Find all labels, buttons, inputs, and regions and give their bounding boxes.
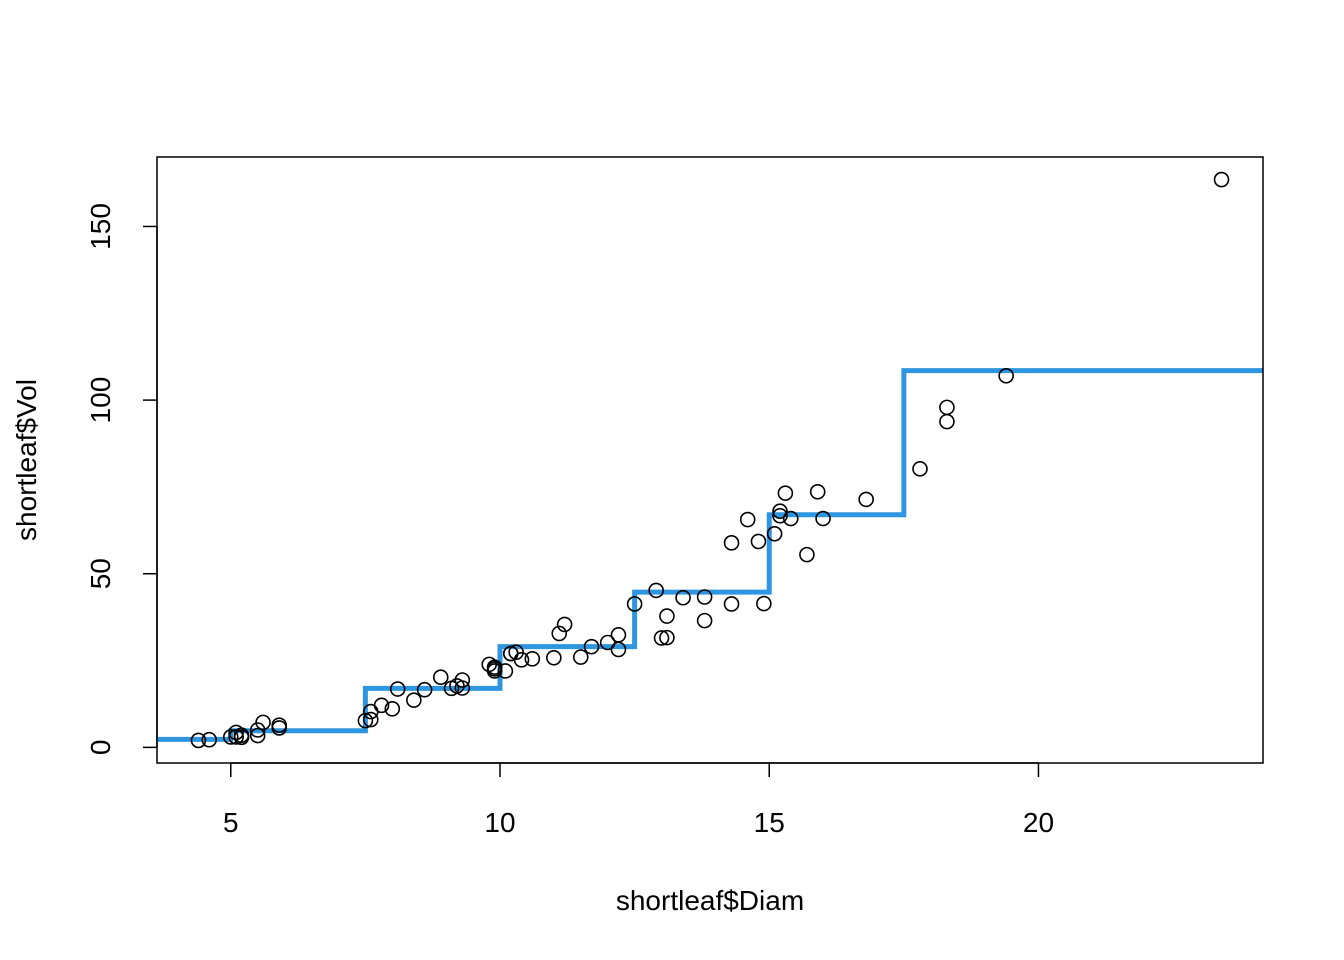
data-point	[815, 510, 831, 527]
y-tick-label: 150	[85, 203, 116, 250]
data-point	[416, 681, 433, 698]
data-point	[723, 596, 740, 612]
data-point	[696, 612, 713, 629]
data-point	[373, 697, 390, 714]
x-tick-label: 10	[484, 807, 515, 838]
data-point	[599, 634, 616, 651]
data-point	[1213, 171, 1230, 188]
data-point	[723, 535, 740, 551]
x-tick-label: 20	[1023, 807, 1054, 838]
data-point	[653, 630, 670, 646]
data-point	[513, 652, 530, 668]
data-points-layer	[190, 171, 1230, 749]
data-point	[659, 629, 675, 646]
data-point	[255, 714, 271, 731]
data-point	[524, 651, 541, 667]
y-axis-label: shortleaf$Vol	[11, 379, 42, 541]
data-point	[271, 720, 288, 736]
data-point	[766, 525, 783, 542]
data-point	[497, 663, 514, 679]
data-point	[190, 732, 207, 749]
data-point	[454, 672, 471, 688]
x-tick-label: 15	[754, 807, 785, 838]
data-point	[772, 507, 788, 524]
data-point	[939, 399, 955, 416]
data-point	[696, 589, 713, 605]
data-point	[406, 692, 422, 708]
data-point	[583, 638, 600, 655]
data-point	[389, 681, 406, 697]
data-point	[362, 711, 379, 728]
data-point	[777, 485, 794, 501]
data-point	[998, 367, 1014, 384]
data-point	[249, 727, 266, 744]
x-tick-label: 5	[223, 807, 239, 838]
data-point	[772, 503, 788, 520]
data-point	[809, 483, 826, 500]
data-point	[222, 729, 239, 745]
data-point	[799, 546, 815, 563]
data-point	[432, 669, 449, 686]
data-point	[486, 661, 503, 677]
data-point	[756, 595, 772, 612]
data-point	[626, 596, 643, 612]
data-point	[739, 511, 756, 528]
data-point	[750, 533, 767, 550]
data-point	[551, 625, 568, 642]
data-point	[675, 589, 691, 606]
data-point	[782, 510, 799, 527]
x-axis-label: shortleaf$Diam	[616, 885, 804, 916]
data-point	[648, 582, 664, 599]
data-point	[201, 731, 218, 748]
data-point	[659, 608, 675, 624]
data-point	[454, 680, 471, 696]
data-point	[546, 649, 562, 666]
data-point	[508, 644, 524, 661]
data-point	[858, 491, 874, 508]
y-tick-label: 100	[85, 377, 116, 424]
data-point	[357, 712, 374, 729]
data-point	[912, 461, 928, 477]
data-point	[572, 649, 589, 665]
data-point	[233, 727, 250, 744]
y-tick-label: 0	[85, 740, 116, 756]
data-point	[249, 722, 266, 738]
data-point	[384, 701, 401, 717]
y-tick-label: 50	[85, 558, 116, 589]
plot-frame	[156, 156, 1264, 764]
data-point	[610, 627, 627, 643]
data-point	[556, 616, 573, 633]
